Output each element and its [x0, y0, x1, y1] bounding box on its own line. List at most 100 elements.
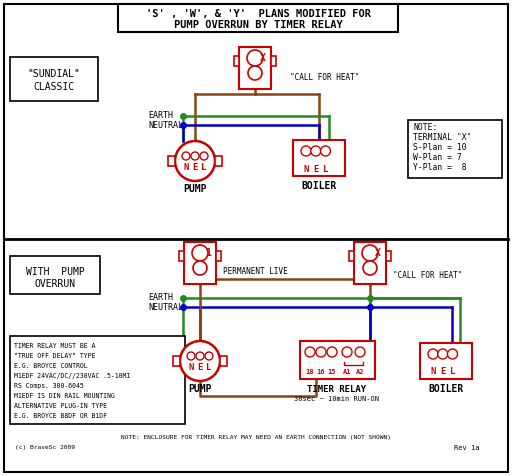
Text: L: L: [450, 367, 455, 377]
Text: WITH  PUMP: WITH PUMP: [26, 267, 84, 277]
Bar: [216, 251, 221, 261]
Circle shape: [447, 349, 458, 359]
Circle shape: [316, 347, 326, 357]
Text: 16: 16: [317, 369, 325, 375]
Text: 18: 18: [306, 369, 314, 375]
Text: X: X: [375, 248, 381, 258]
Bar: [420, 343, 472, 379]
Text: E: E: [197, 364, 203, 373]
Circle shape: [362, 245, 378, 261]
Text: CLASSIC: CLASSIC: [33, 82, 75, 92]
Text: A1: A1: [343, 369, 351, 375]
Text: E.G. BROYCE B8DF OR B1DF: E.G. BROYCE B8DF OR B1DF: [14, 413, 107, 419]
Circle shape: [321, 146, 331, 156]
Text: NOTE:: NOTE:: [413, 122, 437, 131]
Text: N: N: [430, 367, 436, 377]
Text: N: N: [188, 364, 194, 373]
Bar: [386, 251, 391, 261]
Text: S-Plan = 10: S-Plan = 10: [413, 142, 466, 151]
Text: PERMANENT LIVE: PERMANENT LIVE: [223, 267, 287, 276]
Text: W-Plan = 7: W-Plan = 7: [413, 152, 462, 161]
Text: PUMP: PUMP: [188, 384, 212, 394]
Text: E: E: [440, 367, 445, 377]
Text: EARTH: EARTH: [148, 111, 173, 120]
Text: NEUTRAL: NEUTRAL: [148, 120, 183, 129]
Text: M1EDF 24VAC/DC//230VAC .5-10MI: M1EDF 24VAC/DC//230VAC .5-10MI: [14, 373, 130, 379]
Circle shape: [180, 341, 220, 381]
Text: L: L: [323, 165, 328, 173]
Circle shape: [205, 352, 213, 360]
Text: 15: 15: [328, 369, 336, 375]
Bar: [118, 4, 398, 32]
Text: M1EDF IS DIN RAIL MOUNTING: M1EDF IS DIN RAIL MOUNTING: [14, 393, 115, 399]
Circle shape: [200, 152, 208, 160]
Text: EARTH: EARTH: [148, 294, 173, 303]
Circle shape: [428, 349, 438, 359]
Text: PUMP: PUMP: [183, 184, 207, 194]
Bar: [179, 251, 184, 261]
Bar: [271, 56, 276, 66]
Bar: [10, 336, 185, 424]
Bar: [168, 156, 175, 166]
Text: OVERRUN: OVERRUN: [34, 279, 76, 289]
Circle shape: [187, 352, 195, 360]
Text: PUMP OVERRUN BY TIMER RELAY: PUMP OVERRUN BY TIMER RELAY: [174, 20, 343, 30]
Bar: [354, 242, 386, 284]
Text: E: E: [313, 165, 318, 173]
Text: BOILER: BOILER: [302, 181, 336, 191]
Text: "SUNDIAL": "SUNDIAL": [28, 69, 80, 79]
Text: Rev 1a: Rev 1a: [455, 445, 480, 451]
Text: Y-Plan =  8: Y-Plan = 8: [413, 162, 466, 171]
Text: TIMER RELAY MUST BE A: TIMER RELAY MUST BE A: [14, 343, 95, 349]
Circle shape: [327, 347, 337, 357]
Circle shape: [342, 347, 352, 357]
Circle shape: [192, 245, 208, 261]
Text: TIMER RELAY: TIMER RELAY: [307, 385, 367, 394]
Circle shape: [248, 66, 262, 80]
Text: 1: 1: [205, 248, 211, 258]
Bar: [173, 356, 180, 366]
Text: RS Comps. 300-6045: RS Comps. 300-6045: [14, 383, 84, 389]
Circle shape: [247, 50, 263, 66]
Circle shape: [363, 261, 377, 275]
Text: "TRUE OFF DELAY" TYPE: "TRUE OFF DELAY" TYPE: [14, 353, 95, 359]
Text: L: L: [206, 364, 211, 373]
Text: E: E: [193, 163, 198, 172]
Circle shape: [305, 347, 315, 357]
Text: (c) BraveSc 2009: (c) BraveSc 2009: [15, 446, 75, 450]
Text: ALTERNATIVE PLUG-IN TYPE: ALTERNATIVE PLUG-IN TYPE: [14, 403, 107, 409]
Bar: [239, 47, 271, 89]
Text: "CALL FOR HEAT": "CALL FOR HEAT": [393, 271, 462, 280]
Text: "CALL FOR HEAT": "CALL FOR HEAT": [290, 72, 359, 81]
Text: BOILER: BOILER: [429, 384, 464, 394]
Bar: [293, 140, 345, 176]
Bar: [349, 251, 354, 261]
Circle shape: [311, 146, 321, 156]
Circle shape: [196, 352, 204, 360]
Bar: [300, 341, 375, 379]
Bar: [10, 57, 98, 101]
Circle shape: [175, 141, 215, 181]
Bar: [408, 120, 502, 178]
Text: TERMINAL "X": TERMINAL "X": [413, 132, 472, 141]
Text: 30sec ~ 10min RUN-ON: 30sec ~ 10min RUN-ON: [294, 396, 379, 402]
Text: A2: A2: [356, 369, 364, 375]
Circle shape: [355, 347, 365, 357]
Text: L: L: [201, 163, 207, 172]
Bar: [184, 242, 216, 284]
Text: NOTE: ENCLOSURE FOR TIMER RELAY MAY NEED AN EARTH CONNECTION (NOT SHOWN): NOTE: ENCLOSURE FOR TIMER RELAY MAY NEED…: [121, 436, 391, 440]
Bar: [220, 356, 227, 366]
Circle shape: [438, 349, 448, 359]
Circle shape: [301, 146, 311, 156]
Text: E.G. BROYCE CONTROL: E.G. BROYCE CONTROL: [14, 363, 88, 369]
Bar: [10, 256, 100, 294]
Text: N: N: [303, 165, 309, 173]
Bar: [215, 156, 222, 166]
Text: NEUTRAL: NEUTRAL: [148, 303, 183, 311]
Circle shape: [182, 152, 190, 160]
Bar: [234, 56, 239, 66]
Text: X: X: [260, 53, 266, 63]
Text: 'S' , 'W', & 'Y'  PLANS MODIFIED FOR: 'S' , 'W', & 'Y' PLANS MODIFIED FOR: [145, 9, 371, 19]
Circle shape: [193, 261, 207, 275]
Circle shape: [191, 152, 199, 160]
